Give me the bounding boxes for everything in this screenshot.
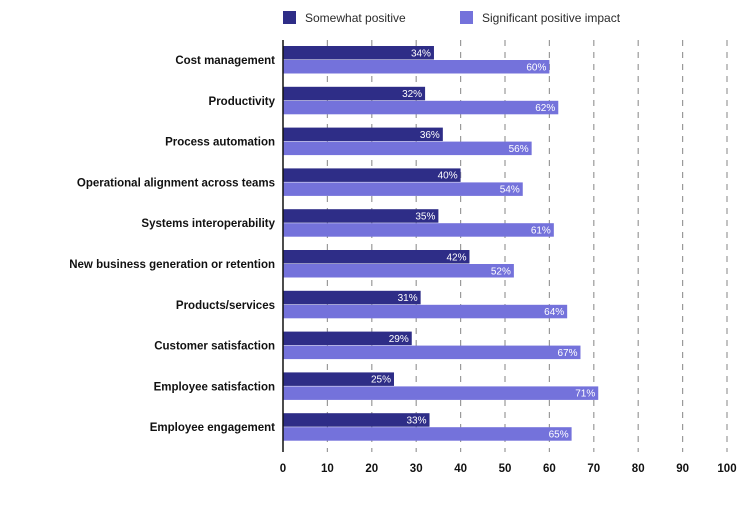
value-label-employee-engagement-somewhat-positive: 33%: [407, 415, 427, 426]
value-label-systems-interoperability-significant-positive-impact: 61%: [531, 225, 551, 236]
bar-productivity-somewhat-positive: [283, 86, 426, 101]
bar-new-business-generation-or-retention-somewhat-positive: [283, 250, 470, 264]
legend-label-somewhat-positive: Somewhat positive: [305, 11, 406, 25]
category-label-employee-engagement: Employee engagement: [150, 422, 275, 434]
bar-products-services-significant-positive-impact: [283, 304, 568, 319]
bar-process-automation-significant-positive-impact: [283, 141, 532, 156]
x-axis-ticks: 0 10 20 30 40 50 60 70 80 90 100: [280, 463, 737, 475]
bar-customer-satisfaction-somewhat-positive: [283, 331, 412, 346]
bar-customer-satisfaction-significant-positive-impact: [283, 345, 581, 360]
bar-systems-interoperability-somewhat-positive: [283, 209, 439, 223]
category-label-customer-satisfaction: Customer satisfaction: [154, 341, 275, 353]
x-tick-label-100: 100: [717, 463, 736, 475]
x-tick-label-10: 10: [321, 463, 334, 475]
bar-cost-management-somewhat-positive: [283, 46, 434, 60]
value-label-products-services-significant-positive-impact: 64%: [544, 307, 564, 318]
category-label-cost-management: Cost management: [175, 55, 275, 67]
gridlines: [326, 40, 728, 452]
x-tick-label-30: 30: [410, 463, 423, 475]
x-tick-label-80: 80: [632, 463, 645, 475]
value-label-new-business-generation-or-retention-somewhat-positive: 42%: [446, 252, 466, 263]
value-label-process-automation-significant-positive-impact: 56%: [509, 144, 529, 155]
x-tick-label-60: 60: [543, 463, 556, 475]
bar-process-automation-somewhat-positive: [283, 127, 443, 142]
value-label-products-services-somewhat-positive: 31%: [398, 293, 418, 304]
bar-operational-alignment-across-teams-significant-positive-impact: [283, 182, 523, 196]
legend-label-significant-positive-impact: Significant positive impact: [482, 11, 621, 25]
category-label-operational-alignment-across-teams: Operational alignment across teams: [77, 177, 275, 189]
value-label-customer-satisfaction-somewhat-positive: 29%: [389, 334, 409, 345]
value-label-cost-management-somewhat-positive: 34%: [411, 48, 431, 59]
bars: 34% 60% 32% 62% 36% 56% 40% 54% 35% 61% 42% 52% 31% 6…: [283, 46, 599, 441]
value-label-systems-interoperability-somewhat-positive: 35%: [415, 211, 435, 222]
value-label-operational-alignment-across-teams-significant-positive-impact: 54%: [500, 185, 520, 196]
legend: Somewhat positive Significant positive i…: [283, 11, 621, 25]
x-tick-label-50: 50: [499, 463, 512, 475]
category-label-systems-interoperability: Systems interoperability: [141, 218, 275, 230]
bar-new-business-generation-or-retention-significant-positive-impact: [283, 264, 514, 278]
x-tick-label-40: 40: [454, 463, 467, 475]
category-label-process-automation: Process automation: [165, 137, 275, 149]
value-label-productivity-significant-positive-impact: 62%: [535, 103, 555, 114]
category-label-productivity: Productivity: [209, 96, 276, 108]
x-tick-label-70: 70: [587, 463, 600, 475]
value-label-productivity-somewhat-positive: 32%: [402, 89, 422, 100]
x-tick-label-0: 0: [280, 463, 286, 475]
value-label-employee-engagement-significant-positive-impact: 65%: [549, 429, 569, 440]
bar-employee-satisfaction-somewhat-positive: [283, 372, 394, 386]
value-label-customer-satisfaction-significant-positive-impact: 67%: [557, 348, 577, 359]
value-label-operational-alignment-across-teams-somewhat-positive: 40%: [438, 171, 458, 182]
x-tick-label-90: 90: [676, 463, 689, 475]
value-label-cost-management-significant-positive-impact: 60%: [526, 62, 546, 73]
category-labels: Cost management Productivity Process autom…: [69, 55, 275, 434]
legend-swatch-significant-positive-impact: [460, 11, 473, 24]
x-tick-label-20: 20: [365, 463, 378, 475]
bar-cost-management-significant-positive-impact: [283, 60, 550, 74]
category-label-employee-satisfaction: Employee satisfaction: [154, 381, 275, 393]
bar-employee-engagement-significant-positive-impact: [283, 427, 572, 441]
value-label-employee-satisfaction-somewhat-positive: 25%: [371, 375, 391, 386]
bar-employee-engagement-somewhat-positive: [283, 413, 430, 427]
legend-swatch-somewhat-positive: [283, 11, 296, 24]
bar-systems-interoperability-significant-positive-impact: [283, 223, 554, 237]
bar-productivity-significant-positive-impact: [283, 100, 559, 115]
value-label-employee-satisfaction-significant-positive-impact: 71%: [575, 389, 595, 400]
bar-products-services-somewhat-positive: [283, 290, 421, 305]
value-label-new-business-generation-or-retention-significant-positive-impact: 52%: [491, 266, 511, 277]
value-label-process-automation-somewhat-positive: 36%: [420, 130, 440, 141]
bar-operational-alignment-across-teams-somewhat-positive: [283, 168, 461, 182]
bar-employee-satisfaction-significant-positive-impact: [283, 386, 599, 400]
category-label-products-services: Products/services: [176, 300, 275, 312]
category-label-new-business-generation-or-retention: New business generation or retention: [69, 259, 275, 271]
